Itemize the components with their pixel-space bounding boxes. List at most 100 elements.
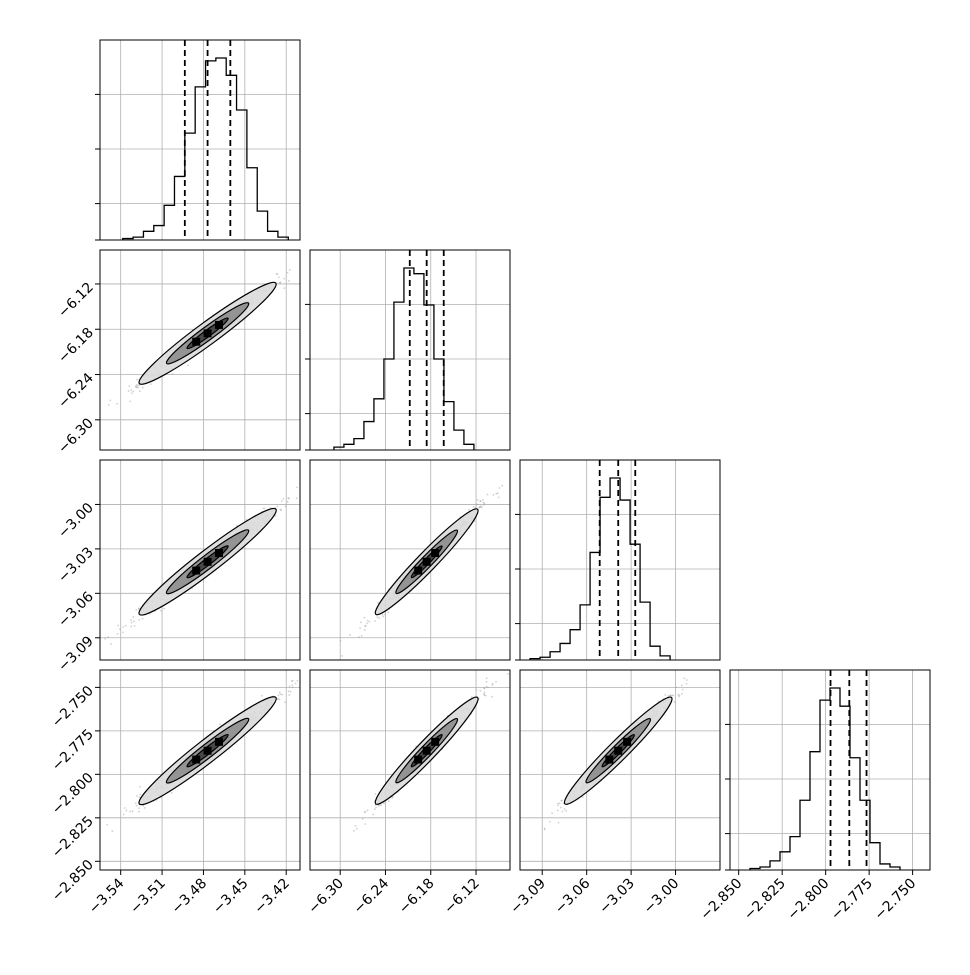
scatter-point xyxy=(557,821,560,824)
scatter-point xyxy=(123,807,126,809)
scatter-point xyxy=(142,804,145,807)
scatter-point xyxy=(288,497,290,500)
scatter-point xyxy=(561,799,563,802)
x-tick-label: −3.00 xyxy=(641,876,683,918)
panel-frame xyxy=(309,249,511,451)
scatter-point xyxy=(483,687,486,690)
scatter-point xyxy=(543,827,546,830)
scatter-point xyxy=(364,625,366,627)
scatter-point xyxy=(287,497,290,499)
scatter-point xyxy=(160,609,162,612)
scatter-point xyxy=(392,795,394,798)
scatter-point xyxy=(672,694,675,697)
density-core xyxy=(431,549,440,558)
scatter-point xyxy=(364,823,367,825)
scatter-point xyxy=(491,682,494,685)
scatter-point xyxy=(138,384,141,386)
scatter-point xyxy=(171,373,174,375)
scatter-point xyxy=(673,701,676,703)
x-tick-label: −2.775 xyxy=(828,876,876,924)
scatter-point xyxy=(685,682,688,685)
scatter-point xyxy=(116,632,119,635)
scatter-point xyxy=(134,385,137,388)
histogram-step xyxy=(122,57,289,240)
scatter-point xyxy=(280,508,282,511)
scatter-point xyxy=(374,620,377,622)
scatter-point xyxy=(122,626,125,628)
scatter-point xyxy=(483,693,485,695)
scatter-point xyxy=(136,386,139,389)
scatter-point xyxy=(288,694,291,696)
density-core xyxy=(192,566,201,575)
scatter-point xyxy=(479,500,482,503)
y-tick-label: −3.03 xyxy=(55,544,97,586)
scatter-point xyxy=(134,802,137,805)
scatter-point xyxy=(481,499,484,501)
scatter-point xyxy=(378,617,381,619)
scatter-point xyxy=(286,500,289,503)
scatter-point xyxy=(138,796,141,799)
scatter-point xyxy=(279,281,281,284)
scatter-point xyxy=(137,386,139,389)
scatter-point xyxy=(680,684,683,687)
scatter-point xyxy=(106,823,109,826)
density-core xyxy=(203,746,212,755)
scatter-point xyxy=(284,701,286,704)
y-tick-label: −2.775 xyxy=(49,726,97,774)
scatter-point xyxy=(384,613,386,616)
scatter-point xyxy=(483,691,486,694)
scatter-point xyxy=(356,827,358,830)
scatter-point xyxy=(170,791,173,794)
x-tick-label: −3.48 xyxy=(169,876,211,918)
density-core xyxy=(614,746,623,755)
scatter-point xyxy=(279,509,282,512)
scatter-point xyxy=(372,813,375,816)
scatter-point xyxy=(141,617,144,620)
panel-frame xyxy=(309,669,511,871)
density-core xyxy=(203,329,212,338)
scatter-point xyxy=(291,686,294,689)
scatter-point xyxy=(375,806,378,809)
scatter-point xyxy=(263,507,266,510)
scatter-point xyxy=(675,686,678,689)
scatter-point xyxy=(497,496,500,499)
scatter-point xyxy=(472,505,475,508)
histogram-step xyxy=(333,267,475,450)
scatter-point xyxy=(478,506,481,509)
scatter-point xyxy=(565,809,568,812)
scatter-point xyxy=(387,611,390,614)
density-core xyxy=(414,566,423,575)
scatter-point xyxy=(107,403,110,406)
density-core xyxy=(214,320,223,329)
scatter-point xyxy=(136,384,139,386)
scatter-point xyxy=(353,829,355,832)
scatter-point xyxy=(559,806,562,809)
panel-frame xyxy=(309,459,511,661)
x-tick-label: −2.825 xyxy=(741,876,789,924)
scatter-point xyxy=(294,682,297,685)
density-core xyxy=(214,549,223,558)
scatter-point xyxy=(468,508,470,511)
scatter-point xyxy=(382,615,385,618)
scatter-point xyxy=(581,796,584,799)
scatter-point xyxy=(361,818,364,820)
scatter-point xyxy=(135,384,138,387)
scatter-point xyxy=(387,800,390,803)
scatter-point xyxy=(669,694,671,697)
scatter-point xyxy=(560,799,563,802)
scatter-point xyxy=(117,624,120,627)
scatter-point xyxy=(683,677,686,680)
scatter-point xyxy=(138,390,141,393)
scatter-point xyxy=(681,692,683,695)
scatter-point xyxy=(296,679,299,682)
scatter-point xyxy=(481,506,483,509)
scatter-point xyxy=(262,507,265,510)
scatter-point xyxy=(149,383,152,386)
scatter-point xyxy=(685,679,688,681)
scatter-point xyxy=(291,679,294,682)
scatter-point xyxy=(132,390,135,393)
scatter-point xyxy=(138,810,140,813)
scatter-point xyxy=(669,694,672,697)
panel-frame xyxy=(99,39,301,241)
